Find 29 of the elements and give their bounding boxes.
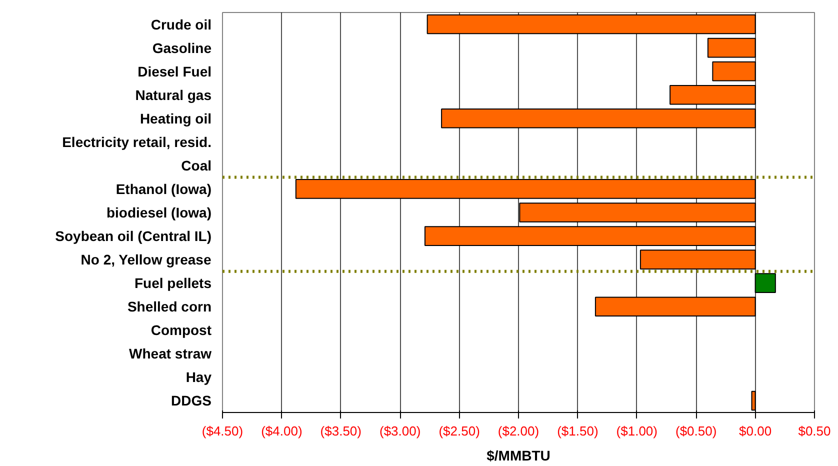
- y-tick-label: Electricity retail, resid.: [62, 134, 212, 150]
- y-tick-label: Coal: [181, 157, 212, 174]
- x-tick-label: ($0.50): [676, 424, 717, 438]
- y-tick-label: Wheat straw: [129, 346, 212, 362]
- x-tick-label: ($3.50): [320, 424, 362, 438]
- y-tick-label: No 2, Yellow grease: [80, 252, 212, 268]
- x-tick-label: ($2.50): [438, 424, 480, 438]
- x-tick-label: ($1.00): [616, 424, 658, 438]
- y-tick-label: Natural gas: [135, 86, 212, 103]
- y-tick-label: biodiesel (Iowa): [106, 204, 212, 220]
- x-tick-label: ($2.00): [498, 424, 540, 438]
- x-tick-label: ($1.50): [557, 424, 598, 438]
- x-tick-label: ($3.00): [380, 424, 421, 438]
- x-tick-label: $0.00: [739, 424, 772, 438]
- y-tick-label: Gasoline: [152, 40, 212, 56]
- y-tick-label: Soybean oil (Central IL): [55, 228, 212, 244]
- x-tick-label: ($4.50): [202, 424, 244, 438]
- y-tick-label: DDGS: [171, 392, 212, 409]
- y-tick-label: Shelled corn: [127, 298, 212, 315]
- x-tick-label: $0.50: [798, 424, 831, 438]
- x-tick-label: ($4.00): [261, 424, 302, 438]
- y-tick-label: Ethanol (Iowa): [116, 180, 212, 197]
- x-axis-title: $/MMBTU: [486, 448, 550, 464]
- y-tick-label: Fuel pellets: [134, 275, 212, 292]
- y-tick-label: Compost: [150, 322, 212, 338]
- y-tick-label: Crude oil: [150, 16, 212, 32]
- y-tick-label: Heating oil: [140, 110, 212, 126]
- y-tick-label: Diesel Fuel: [138, 63, 212, 80]
- y-tick-label: Hay: [186, 369, 212, 386]
